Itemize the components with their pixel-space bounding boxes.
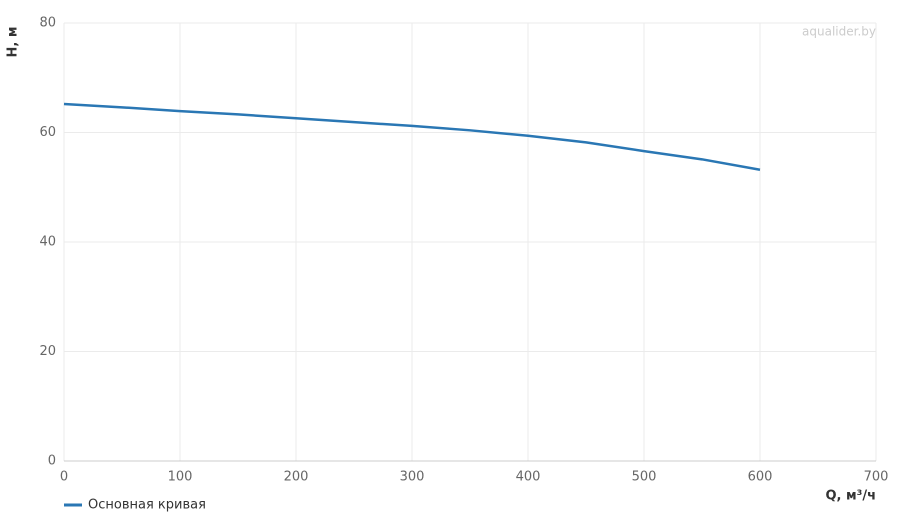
y-tick-label: 20 — [39, 344, 56, 359]
legend-label: Основная кривая — [88, 498, 206, 513]
y-axis-title: H, м — [6, 27, 21, 58]
x-tick-label: 400 — [516, 470, 541, 485]
y-tick-label: 40 — [39, 235, 56, 250]
y-tick-label: 80 — [39, 16, 56, 31]
x-tick-label: 300 — [400, 470, 425, 485]
x-tick-label: 100 — [168, 470, 193, 485]
x-tick-label: 600 — [748, 470, 773, 485]
y-tick-label: 60 — [39, 125, 56, 140]
x-axis-title: Q, м³/ч — [825, 489, 876, 504]
x-tick-label: 700 — [864, 470, 889, 485]
y-tick-label: 0 — [48, 454, 56, 469]
watermark: aqualider.by — [802, 25, 876, 39]
x-tick-label: 200 — [284, 470, 309, 485]
line — [63, 102, 761, 171]
x-tick-label: 0 — [60, 470, 68, 485]
x-tick-label: 500 — [632, 470, 657, 485]
